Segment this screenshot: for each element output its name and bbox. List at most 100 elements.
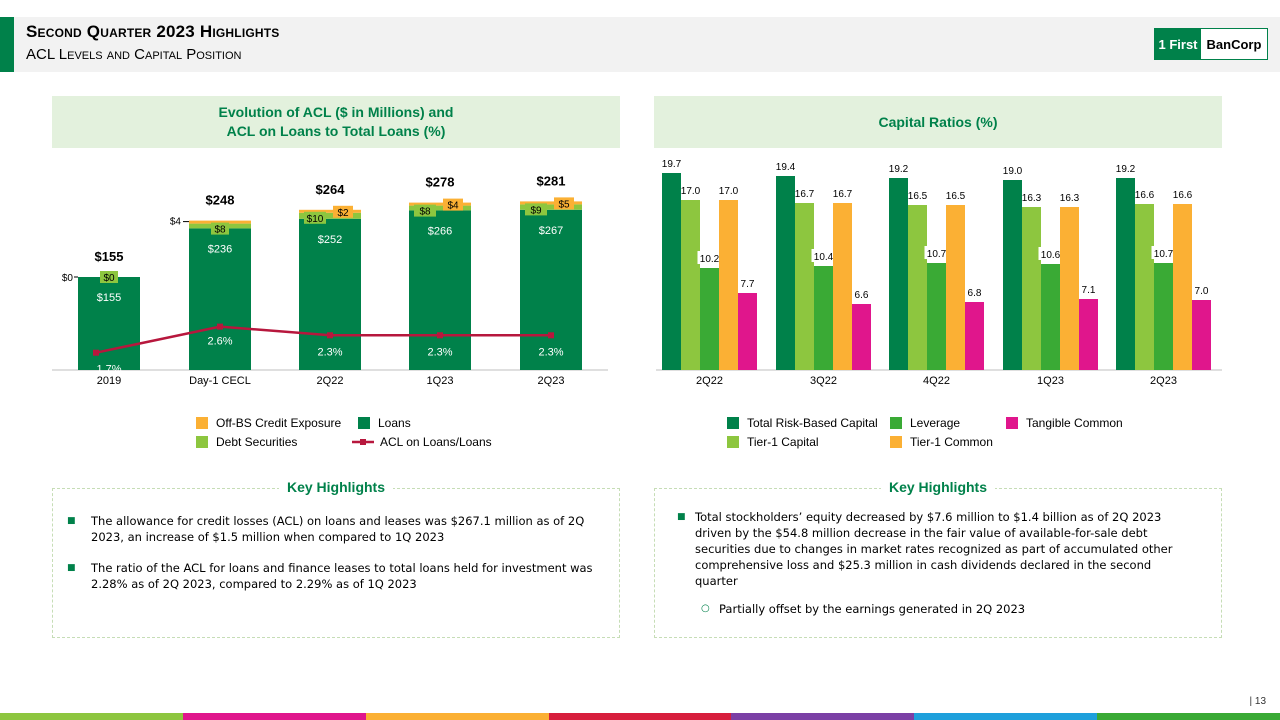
acl-debt-label: $8: [419, 207, 431, 218]
acl-ratio-point: [93, 349, 99, 356]
legend-label-acl-line: ACL on Loans/Loans: [380, 435, 492, 449]
capital-bar: [965, 302, 984, 370]
capital-bar: [795, 203, 814, 370]
capital-value-label: 7.0: [1195, 286, 1209, 297]
capital-value-label: 19.0: [1003, 166, 1023, 177]
acl-total-label: $264: [316, 182, 346, 197]
left-key-highlights: Key Highlights ■ The allowance for credi…: [52, 479, 620, 638]
legend-label-tier1: Tier-1 Capital: [747, 435, 819, 449]
capital-value-label: 17.0: [719, 186, 739, 197]
acl-chart-title: Evolution of ACL ($ in Millions) and ACL…: [52, 96, 620, 148]
legend-loans: Loans: [358, 416, 411, 430]
right-key-highlights-title-text: Key Highlights: [880, 479, 995, 495]
bullet-square-icon: ■: [677, 512, 686, 522]
legend-label-leverage: Leverage: [910, 416, 961, 430]
acl-offbs-label: $4: [170, 217, 182, 228]
acl-loans-label: $266: [428, 225, 452, 237]
legend-line-marker: [352, 439, 374, 445]
legend-leverage: Leverage: [890, 416, 960, 430]
legend-swatch-loans: [358, 417, 370, 429]
legend-swatch-off-bs: [196, 417, 208, 429]
capital-x-tick-label: 2Q23: [1150, 375, 1177, 387]
acl-ratio-line: [95, 325, 551, 354]
acl-total-label: $155: [95, 249, 124, 264]
legend-swatch-tier1-common: [890, 436, 902, 448]
header-accent-bar: [0, 17, 14, 72]
acl-debt-label-box: [414, 204, 436, 217]
acl-x-tick-label: 2Q22: [317, 375, 344, 387]
acl-total-label: $278: [426, 175, 455, 190]
legend-tier1-common: Tier-1 Common: [890, 435, 993, 449]
page-title: Second Quarter 2023 Highlights: [26, 22, 280, 41]
capital-x-tick-label: 2Q22: [696, 375, 723, 387]
acl-ratio-point: [217, 323, 223, 330]
acl-x-tick-label: 1Q23: [427, 375, 454, 387]
stripe-orange: [365, 713, 549, 720]
capital-value-label: 10.7: [1154, 249, 1174, 260]
capital-bar: [927, 263, 946, 370]
legend-total-rbc: Total Risk-Based Capital: [727, 416, 878, 430]
capital-bar: [946, 205, 965, 370]
acl-debt-label-box: [100, 271, 118, 283]
acl-loans-label: $155: [97, 292, 121, 304]
capital-value-label: 19.4: [776, 162, 796, 173]
stripe-blue: [914, 713, 1098, 720]
legend-off-bs: Off-BS Credit Exposure: [196, 416, 341, 430]
stripe-green-dark: [1097, 713, 1280, 720]
legend-swatch-total-rbc: [727, 417, 739, 429]
legend-label-off-bs: Off-BS Credit Exposure: [216, 416, 342, 430]
capital-label-bg: [697, 251, 722, 264]
legend-debt: Debt Securities: [196, 435, 297, 449]
acl-x-tick-label: Day-1 CECL: [189, 375, 251, 387]
capital-value-label: 16.5: [946, 191, 966, 202]
capital-bar: [1154, 263, 1173, 370]
legend-swatch-leverage: [890, 417, 902, 429]
acl-ratio-label: 2.3%: [538, 346, 563, 358]
acl-x-tick-label: 2Q23: [538, 375, 565, 387]
company-logo: 1 First BanCorp: [1154, 28, 1268, 60]
right-bullet-1: ■ Total stockholders’ equity decreased b…: [677, 509, 1195, 589]
capital-chart-title: Capital Ratios (%): [654, 96, 1222, 148]
acl-debt-label: $10: [307, 214, 324, 225]
acl-debt-label-box: [304, 211, 326, 224]
capital-bar: [719, 200, 738, 370]
left-bullet-2: ■ The ratio of the ACL for loans and fin…: [67, 560, 601, 592]
left-key-highlights-title-text: Key Highlights: [278, 479, 393, 495]
stripe-purple: [731, 713, 915, 720]
capital-bar: [1079, 299, 1098, 370]
capital-x-tick-label: 4Q22: [923, 375, 950, 387]
acl-bar-debt: [520, 204, 582, 210]
capital-bar: [738, 293, 757, 370]
legend-label-debt: Debt Securities: [216, 435, 298, 449]
capital-value-label: 19.2: [889, 164, 909, 175]
capital-label-bg: [811, 249, 836, 262]
legend-acl-line: ACL on Loans/Loans: [352, 435, 492, 449]
capital-bar: [1173, 204, 1192, 370]
capital-bar: [1192, 300, 1211, 370]
legend-label-tier1-common: Tier-1 Common: [910, 435, 993, 449]
acl-debt-label: $9: [530, 205, 542, 216]
legend-swatch-tier1: [727, 436, 739, 448]
capital-value-label: 17.0: [681, 186, 701, 197]
legend-swatch-debt: [196, 436, 208, 448]
page-subtitle: ACL Levels and Capital Position: [26, 46, 242, 63]
acl-debt-label: $0: [103, 273, 115, 284]
acl-ratio-label: 2.6%: [207, 336, 232, 348]
capital-bar: [700, 268, 719, 370]
legend-tangible: Tangible Common: [1006, 416, 1123, 430]
capital-label-bg: [1038, 247, 1063, 260]
capital-label-bg: [924, 246, 949, 259]
capital-value-label: 16.7: [833, 189, 853, 200]
footer-color-stripe: [0, 713, 1280, 720]
capital-value-label: 7.7: [741, 279, 755, 290]
capital-bar: [1060, 207, 1079, 370]
capital-bar: [1003, 180, 1022, 370]
capital-bar: [1041, 264, 1060, 370]
capital-label-bg: [1151, 246, 1176, 259]
acl-bar-loans: [409, 210, 471, 370]
stripe-magenta: [182, 713, 366, 720]
logo-mark: 1 First: [1155, 29, 1201, 59]
acl-offbs-label-box: [333, 205, 353, 218]
capital-bar: [1135, 204, 1154, 370]
acl-offbs-label-box: [554, 197, 574, 210]
